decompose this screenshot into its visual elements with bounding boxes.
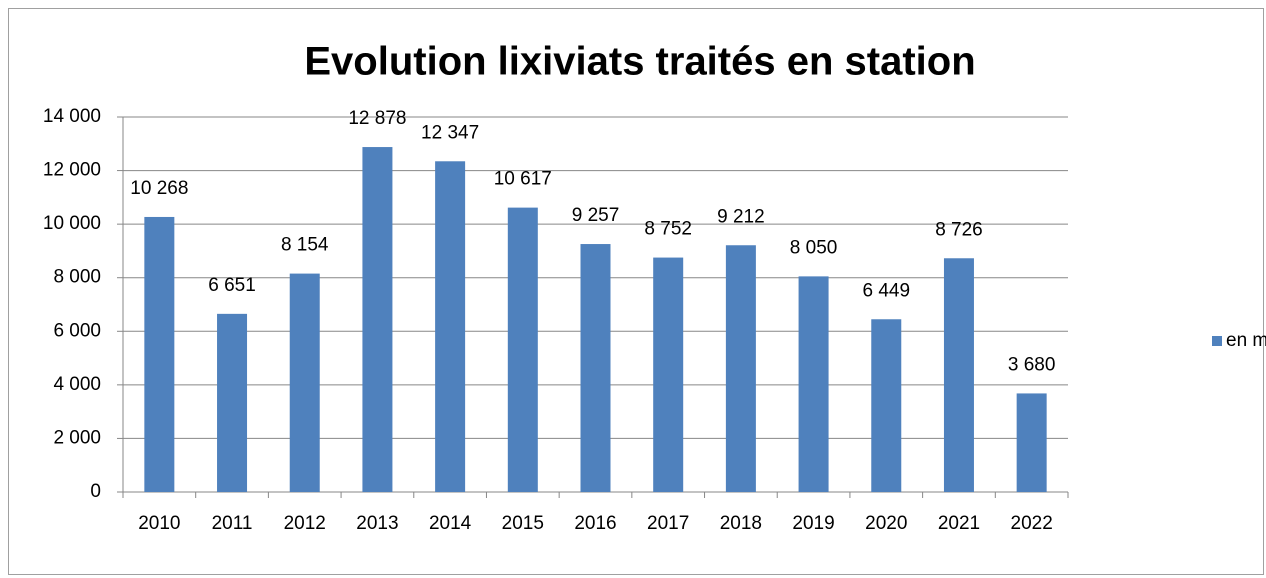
legend-swatch [1212,336,1222,346]
bar [580,244,611,492]
y-tick-label: 0 [90,481,101,502]
y-tick-label: 12 000 [43,160,101,181]
bar [725,245,756,492]
bar [289,273,320,492]
value-label: 9 257 [572,205,620,226]
bar [217,313,248,492]
y-tick-label: 4 000 [53,374,101,395]
x-tick-label: 2022 [1011,513,1053,534]
x-tick-label: 2010 [138,513,180,534]
value-label: 6 449 [862,280,910,301]
chart-frame [8,8,1264,575]
x-tick-label: 2016 [574,513,616,534]
bar [943,258,974,492]
x-tick-label: 2017 [647,513,689,534]
x-tick-label: 2014 [429,513,472,534]
bar [435,161,466,492]
y-tick-label: 6 000 [53,320,101,341]
x-tick-label: 2012 [284,513,326,534]
y-tick-label: 2 000 [53,427,101,448]
value-label: 9 212 [717,206,765,227]
bar [798,276,829,492]
value-label: 8 726 [935,219,983,240]
x-tick-label: 2018 [720,513,762,534]
value-label: 3 680 [1008,354,1056,375]
value-label: 12 878 [348,108,406,129]
bar [144,216,175,492]
y-tick-label: 10 000 [43,213,101,234]
value-label: 12 347 [421,122,479,143]
x-tick-label: 2019 [792,513,834,534]
bar [653,257,684,492]
x-tick-label: 2020 [865,513,907,534]
y-tick-label: 14 000 [43,106,101,127]
value-label: 8 050 [790,237,838,258]
y-tick-label: 8 000 [53,267,101,288]
x-tick-label: 2021 [938,513,980,534]
value-label: 10 268 [130,178,188,199]
value-label: 8 752 [644,219,692,240]
legend-label: en m3 [1226,330,1266,351]
x-tick-label: 2011 [212,513,253,534]
bar [1016,393,1047,492]
x-tick-label: 2015 [502,513,544,534]
bar [871,319,902,492]
value-label: 6 651 [208,275,256,296]
bar [507,207,538,492]
x-tick-label: 2013 [356,513,398,534]
value-label: 10 617 [494,169,552,190]
chart-title: Evolution lixiviats traités en station [304,40,975,84]
value-label: 8 154 [281,235,329,256]
bar [362,147,393,492]
